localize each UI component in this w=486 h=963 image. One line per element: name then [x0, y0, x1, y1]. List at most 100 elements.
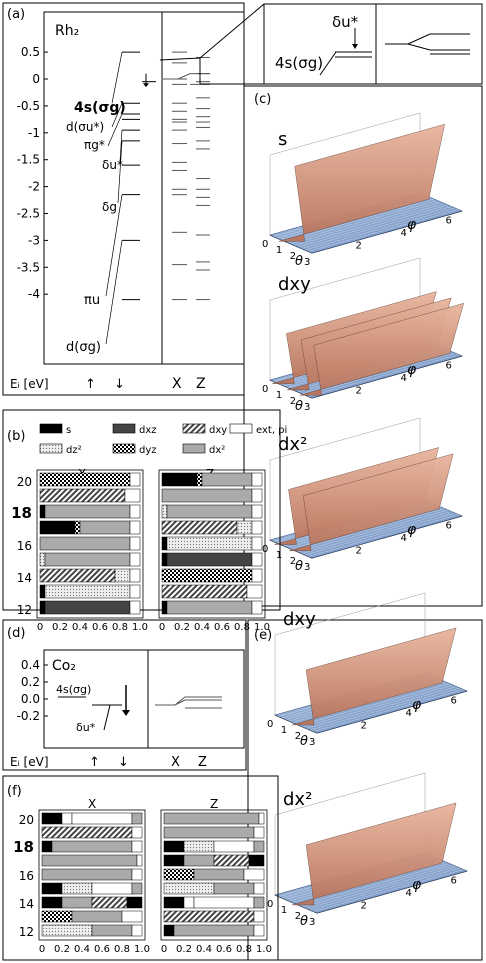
panel-d-axis-label: Eᵢ [eV]: [10, 755, 49, 769]
panel-d-y-ticks: 0.4 0.2 0.0 -0.2: [17, 658, 48, 723]
x-tick-label: 1.0: [134, 944, 150, 955]
surface-ridge: [289, 453, 454, 551]
x-tick-label: 0: [161, 944, 167, 955]
bar-segment: [253, 882, 265, 895]
row-label: 14: [19, 897, 34, 911]
x-tick-label: 0.6: [92, 622, 108, 633]
x-tick-label: 0.8: [236, 944, 252, 955]
bar-segment: [246, 584, 263, 599]
surface-ridge: [292, 802, 457, 906]
y-tick-label: -2.5: [17, 207, 40, 221]
surface-ridge: [278, 124, 445, 242]
theta-tick: 3: [304, 402, 310, 413]
bar-segment: [71, 812, 133, 825]
phi-tick: 6: [446, 360, 452, 371]
bar-segment: [129, 472, 141, 487]
y-tick-label: -0.2: [17, 709, 40, 723]
bar-segment: [39, 488, 126, 503]
legend-label: dx²: [209, 445, 225, 456]
row-label: 20: [19, 813, 34, 827]
bar-segment: [41, 924, 93, 937]
phi-tick: 4: [401, 228, 407, 239]
bar-segment: [44, 504, 131, 519]
theta-tick: 2: [295, 911, 301, 922]
panel-a-y-ticks: 0.5 0 -0.5 -1 -1.5 -2 -2.5 -3 -3.5 -4: [17, 45, 48, 301]
phi-tick: 6: [451, 695, 457, 706]
x-tick-label: 0.4: [196, 944, 212, 955]
x-tick-label: 0.6: [214, 622, 230, 633]
connector-line: [111, 52, 123, 104]
theta-tick: 2: [295, 731, 301, 742]
x-tick-label: 0: [159, 622, 165, 633]
bar-segment: [236, 520, 253, 535]
bar-segment: [39, 600, 46, 615]
y-tick-label: -1: [28, 126, 40, 140]
phi-tick: 2: [356, 241, 362, 252]
level-label: 4s(σg): [74, 100, 126, 116]
level-label: δu*: [102, 158, 123, 172]
panel-d-x-label: X: [171, 755, 180, 770]
level-label: d(σg): [66, 340, 101, 355]
x-tick-label: 0.2: [54, 944, 70, 955]
theta-axis-label: θ: [295, 559, 303, 574]
bar-segment: [163, 910, 255, 923]
bar-segment: [39, 584, 46, 599]
mesh-line: [294, 203, 445, 246]
bar-segment: [61, 882, 93, 895]
bar-segment: [163, 882, 215, 895]
mesh-line: [304, 512, 456, 556]
bar-segment: [41, 826, 133, 839]
legend-swatch: [182, 443, 206, 454]
panel-a-down-label: ↓: [114, 377, 125, 392]
bar-segment: [161, 584, 248, 599]
x-tick-label: 0.2: [174, 622, 190, 633]
bar-segment: [166, 600, 253, 615]
legend-label: dxy: [209, 425, 227, 436]
connector-line: [105, 194, 123, 297]
bar-frame: [38, 809, 146, 941]
panel-f-label: (f): [7, 784, 22, 799]
panel-f: (f) X Z 0 0.2 0.4 0.6 0.8 1.0 0 0.2 0.4 0.6 0.8 1.0…: [2, 775, 279, 961]
phi-axis-label: φ: [407, 362, 417, 378]
x-tick-label: 1.0: [256, 944, 272, 955]
bar-segment: [129, 552, 141, 567]
x-tick-label: 0.6: [216, 944, 232, 955]
bar-segment: [253, 840, 265, 853]
theta-tick: 1: [281, 725, 287, 736]
bar-segment: [41, 868, 133, 881]
mesh-line: [297, 509, 449, 553]
mesh-line: [302, 684, 454, 728]
x-tick-label: 0.4: [74, 944, 90, 955]
bar-segment: [251, 600, 263, 615]
row-label: 20: [17, 475, 32, 489]
bar-segment: [126, 896, 143, 909]
bar-frame: [160, 809, 268, 941]
theta-tick: 0: [267, 719, 273, 730]
phi-axis-label: φ: [407, 217, 417, 233]
inset-sigma-label: 4s(σg): [275, 54, 323, 72]
surface-title: dx²: [278, 434, 307, 455]
bar-segment: [161, 520, 238, 535]
legend-label: s: [66, 425, 71, 436]
bar-segment: [61, 896, 93, 909]
bar-segment: [161, 488, 253, 503]
mesh-line: [308, 354, 459, 397]
theta-tick: 2: [290, 251, 296, 262]
bar-segment: [41, 840, 53, 853]
bar-segment: [131, 840, 143, 853]
theta-tick: 1: [281, 905, 287, 916]
bar-segment: [129, 568, 141, 583]
bar-segment: [39, 552, 46, 567]
theta-axis-label: θ: [300, 914, 308, 929]
phi-axis-label: φ: [412, 877, 422, 893]
bar-segment: [39, 520, 76, 535]
surface-ridge: [299, 303, 464, 396]
theta-tick: 3: [309, 917, 315, 928]
bar-segment: [131, 924, 143, 937]
bar-segment: [161, 504, 168, 519]
legend-label: ext, pi: [256, 425, 287, 436]
panel-a-up-label: ↑: [85, 377, 96, 392]
mesh-line: [290, 201, 442, 245]
connector-line: [111, 103, 123, 128]
